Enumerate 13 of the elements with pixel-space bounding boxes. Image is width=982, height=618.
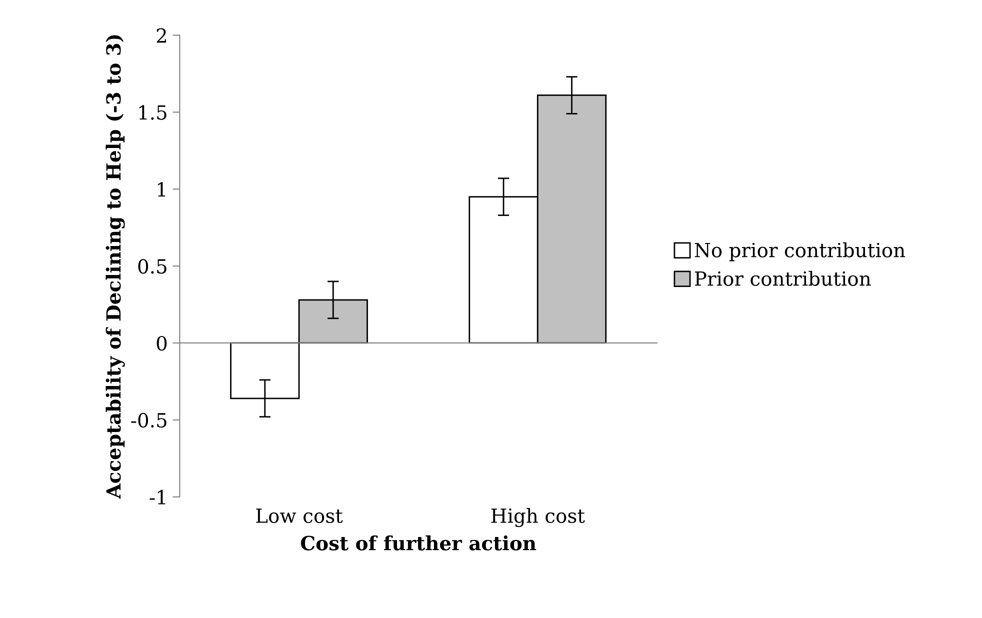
y-tick-label: 0.5 <box>138 259 166 274</box>
x-axis-title: Cost of further action <box>300 535 536 550</box>
legend-label: No prior contribution <box>694 242 906 262</box>
y-tick-label: -0.5 <box>131 412 166 428</box>
y-tick-label: 1.5 <box>139 105 166 120</box>
y-tick-label: 1 <box>158 182 166 196</box>
legend-label: Prior contribution <box>694 270 871 286</box>
x-tick-label: High cost <box>491 508 585 528</box>
y-tick-label: 0 <box>156 336 167 351</box>
y-tick-label: 2 <box>156 28 166 43</box>
y-axis-title: Acceptability of Declining to Help (-3 to 3) <box>106 35 125 499</box>
y-tick-label: -1 <box>150 490 166 504</box>
x-tick-label: Low cost <box>256 508 343 524</box>
